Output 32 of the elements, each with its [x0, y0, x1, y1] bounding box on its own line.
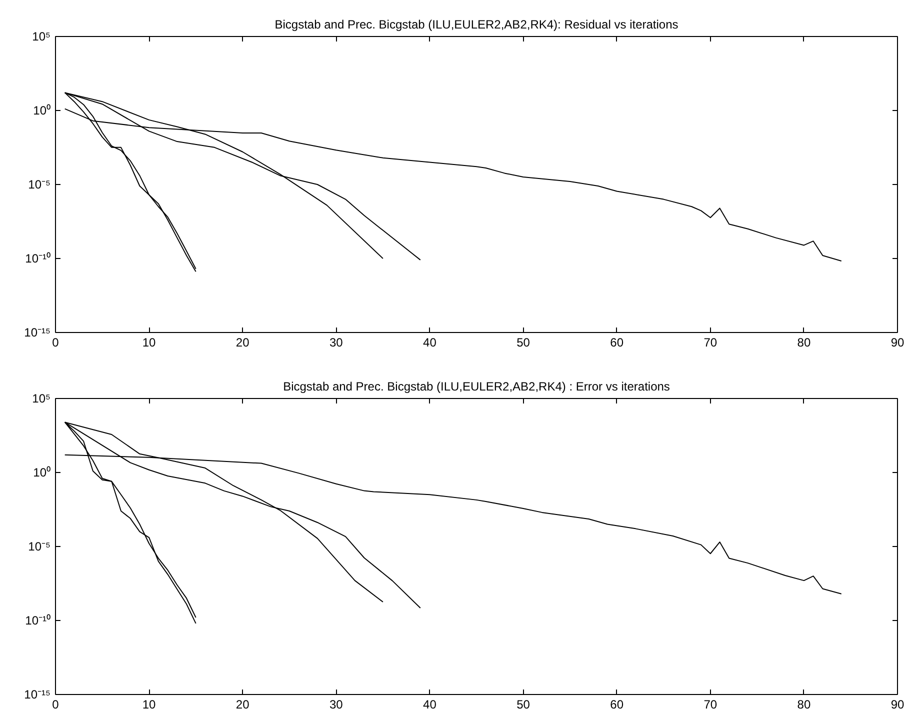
x-tick-label: 80 — [797, 336, 811, 350]
x-tick-label: 90 — [890, 698, 904, 712]
chart-title: Bicgstab and Prec. Bicgstab (ILU,EULER2,AB2,RK4): Residual vs iterations — [274, 18, 678, 32]
y-tick-label: 10⁰ — [33, 104, 51, 118]
x-tick-label: 30 — [329, 698, 344, 712]
y-tick-label: 10⁻¹⁰ — [25, 252, 50, 266]
x-tick-label: 50 — [516, 698, 530, 712]
x-tick-label: 40 — [423, 336, 437, 350]
y-tick-label: 10⁻¹⁵ — [24, 688, 51, 702]
x-tick-label: 10 — [142, 336, 156, 350]
y-tick-label: 10⁰ — [33, 466, 51, 480]
x-tick-label: 50 — [516, 336, 530, 350]
x-tick-label: 0 — [52, 698, 60, 712]
x-tick-label: 60 — [610, 698, 624, 712]
x-tick-label: 10 — [142, 698, 156, 712]
x-tick-label: 40 — [423, 698, 437, 712]
x-tick-label: 60 — [610, 336, 624, 350]
x-tick-label: 70 — [704, 698, 718, 712]
y-tick-label: 10⁻⁵ — [28, 540, 51, 554]
y-tick-label: 10⁵ — [32, 392, 51, 406]
chart-title: Bicgstab and Prec. Bicgstab (ILU,EULER2,AB2,RK4) : Error vs iterations — [283, 380, 670, 394]
x-tick-label: 0 — [52, 336, 60, 350]
y-tick-label: 10⁵ — [32, 30, 51, 44]
y-tick-label: 10⁻¹⁵ — [24, 326, 51, 340]
x-tick-label: 70 — [704, 336, 718, 350]
x-tick-label: 20 — [236, 698, 250, 712]
x-tick-label: 30 — [329, 336, 344, 350]
y-tick-label: 10⁻⁵ — [28, 178, 51, 192]
x-tick-label: 20 — [236, 336, 250, 350]
y-tick-label: 10⁻¹⁰ — [25, 614, 50, 628]
x-tick-label: 90 — [890, 336, 904, 350]
x-tick-label: 80 — [797, 698, 811, 712]
